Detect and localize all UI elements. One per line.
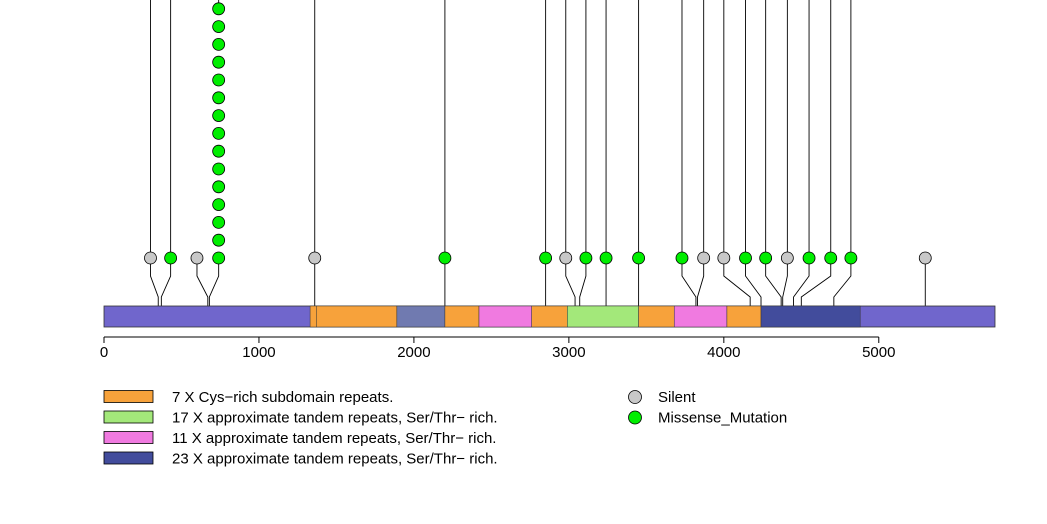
silent-mutation-point <box>144 251 157 265</box>
missense-mutation-point <box>599 251 613 265</box>
missense-mutation-point <box>824 251 838 265</box>
protein-domain <box>567 305 639 328</box>
missense-mutation-point <box>539 251 553 265</box>
protein-domain <box>444 305 480 328</box>
missense-mutation-point <box>212 198 226 212</box>
mutation-legend-marker <box>628 390 642 404</box>
x-axis-tick-label: 0 <box>100 344 108 361</box>
missense-mutation-point <box>212 126 226 140</box>
protein-domain <box>316 305 398 328</box>
missense-mutation-point <box>212 109 226 122</box>
silent-mutation-point <box>190 251 204 265</box>
x-axis: 0 1000 2000 3000 4000 5000 <box>100 336 895 361</box>
domain-legend-swatch <box>103 451 154 465</box>
missense-mutation-point <box>212 215 226 229</box>
missense-mutation-point <box>212 162 226 176</box>
protein-domain <box>531 305 568 328</box>
missense-mutation-point <box>212 233 226 247</box>
missense-mutation-point <box>212 91 226 105</box>
missense-mutation-point <box>802 251 816 265</box>
x-axis-tick-label: 3000 <box>552 344 585 361</box>
protein-domain <box>478 305 532 328</box>
missense-mutation-point <box>164 251 178 265</box>
missense-mutation-point <box>212 55 226 69</box>
domain-legend-label: 7 X Cys−rich subdomain repeats. <box>172 389 393 406</box>
protein-domain <box>673 305 728 328</box>
missense-mutation-point <box>632 251 645 265</box>
mutation-legend-label: Silent <box>658 389 696 406</box>
silent-mutation-point <box>308 251 322 265</box>
protein-domain <box>309 305 317 328</box>
missense-mutation-point <box>438 251 452 265</box>
x-axis-tick-label: 2000 <box>397 344 430 361</box>
x-axis-tick-label: 5000 <box>862 344 895 361</box>
missense-mutation-point <box>844 251 858 265</box>
domain-legend-label: 17 X approximate tandem repeats, Ser/Thr… <box>172 410 498 427</box>
missense-mutation-point <box>212 251 226 265</box>
mutation-legend-marker <box>628 410 642 425</box>
protein-domain <box>396 305 446 328</box>
silent-mutation-point <box>717 251 731 265</box>
missense-mutation-point <box>212 73 226 87</box>
missense-mutation-point <box>579 251 593 265</box>
silent-mutation-point <box>697 251 711 265</box>
domain-legend-label: 23 X approximate tandem repeats, Ser/Thr… <box>172 451 498 468</box>
silent-mutation-point <box>780 251 794 265</box>
x-axis-tick-label: 1000 <box>242 344 275 361</box>
mutation-stems <box>150 0 926 327</box>
missense-mutation-point <box>212 180 226 194</box>
missense-mutation-point <box>212 38 226 51</box>
legend: 7 X Cys−rich subdomain repeats. 17 X appr… <box>103 389 787 468</box>
x-axis-tick-label: 4000 <box>707 344 740 361</box>
missense-mutation-point <box>212 2 226 16</box>
mutation-legend-label: Missense_Mutation <box>658 410 787 427</box>
protein-track <box>103 305 996 328</box>
silent-mutation-point <box>918 251 932 265</box>
domain-legend-swatch <box>103 390 154 403</box>
protein-domain <box>726 305 762 328</box>
domain-legend-swatch <box>103 410 154 424</box>
protein-domain <box>638 305 675 328</box>
missense-mutation-point <box>759 251 773 265</box>
missense-mutation-point <box>739 251 752 265</box>
missense-mutation-point <box>675 251 689 265</box>
silent-mutation-point <box>559 251 573 265</box>
domain-legend-swatch <box>103 431 154 444</box>
domain-legend-label: 11 X approximate tandem repeats, Ser/Thr… <box>172 430 496 447</box>
mutation-lollipops <box>144 2 932 265</box>
missense-mutation-point <box>212 20 226 34</box>
missense-mutation-point <box>212 144 226 158</box>
protein-domain <box>760 305 861 328</box>
